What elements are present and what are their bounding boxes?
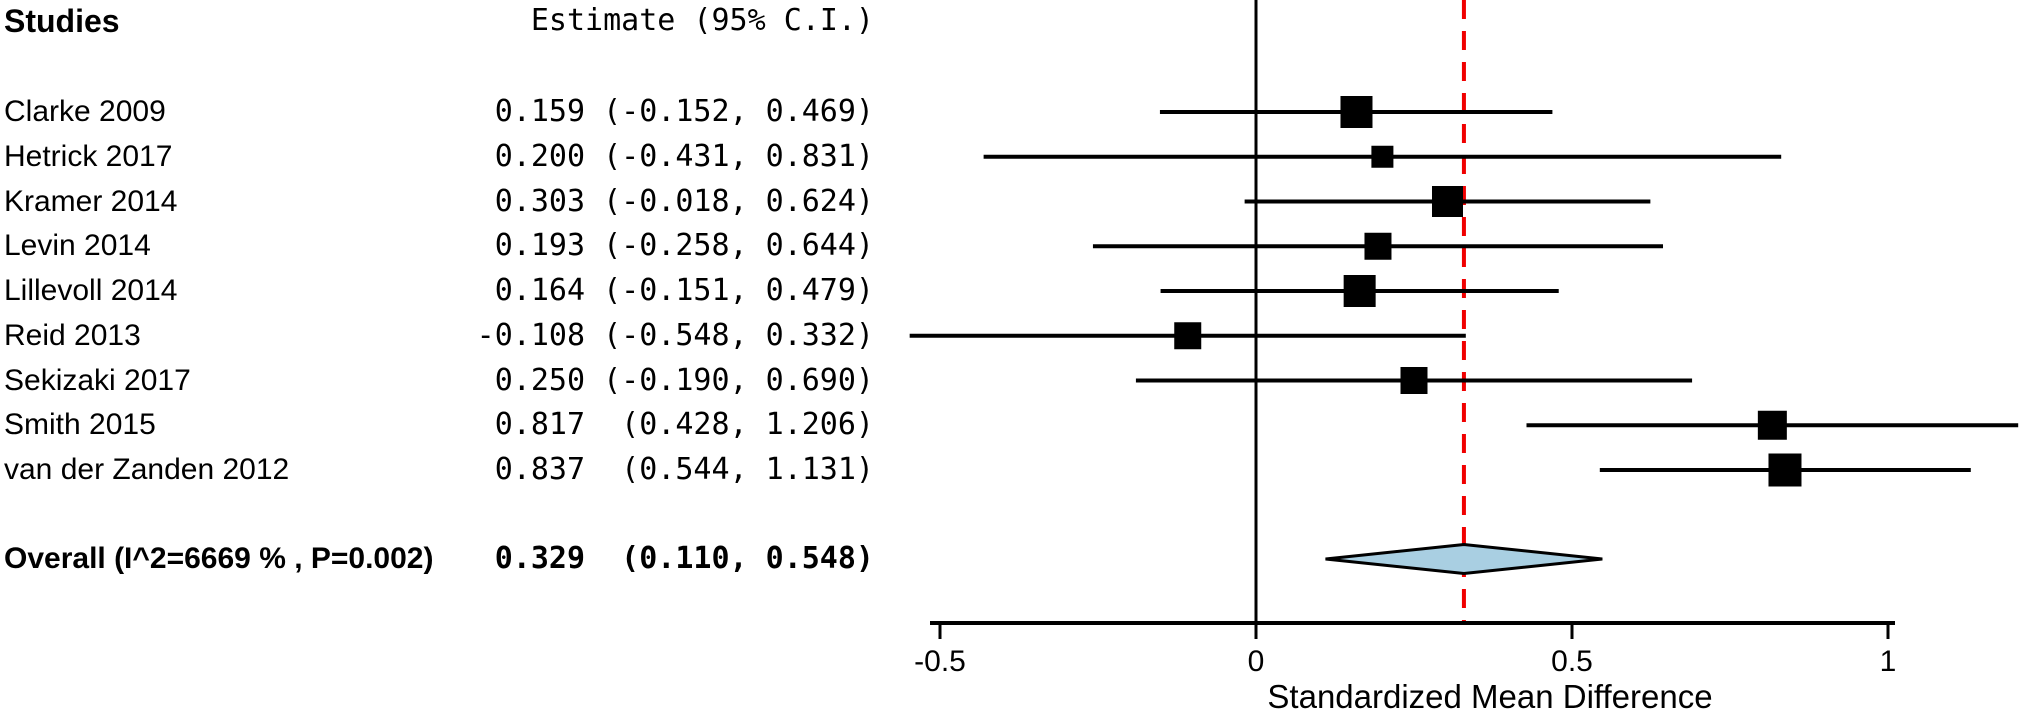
study-estimate: 0.193 (-0.258, 0.644) (494, 228, 874, 264)
study-estimate: 0.164 (-0.151, 0.479) (494, 273, 874, 308)
study-estimate: 0.303 (-0.018, 0.624) (494, 183, 874, 219)
study-estimate: -0.108 (-0.548, 0.332) (476, 317, 874, 353)
effect-square (1343, 275, 1376, 307)
x-tick-label: 1 (1880, 645, 1897, 678)
x-axis-label: Standardized Mean Difference (1267, 678, 1712, 715)
study-label: van der Zanden 2012 (4, 453, 290, 486)
study-estimate: 0.817 (0.428, 1.206) (494, 407, 874, 443)
estimate-column-header: Estimate (95% C.I.) (530, 3, 874, 38)
effect-square (1340, 96, 1373, 128)
effect-square (1431, 186, 1463, 217)
overall-diamond (1325, 542, 1603, 576)
study-estimate: 0.200 (-0.431, 0.831) (494, 138, 874, 174)
study-label: Lillevoll 2014 (4, 274, 178, 307)
effect-square (1174, 322, 1202, 350)
effect-square (1757, 410, 1787, 440)
studies-column-header: Studies (4, 3, 120, 39)
study-label: Kramer 2014 (4, 184, 178, 218)
effect-square (1364, 232, 1392, 260)
effect-square (1768, 453, 1802, 487)
study-label: Sekizaki 2017 (4, 363, 191, 397)
study-label: Smith 2015 (4, 408, 156, 442)
overall-label: Overall (I^2=6669 % , P=0.002) (4, 542, 434, 575)
study-label: Hetrick 2017 (4, 139, 173, 173)
x-tick-label: -0.5 (914, 645, 966, 678)
study-label: Reid 2013 (4, 318, 141, 352)
effect-square (1371, 145, 1394, 168)
effect-square (1400, 367, 1428, 394)
study-estimate: 0.250 (-0.190, 0.690) (494, 362, 874, 398)
x-tick-label: 0.5 (1551, 645, 1593, 678)
overall-estimate: 0.329 (0.110, 0.548) (494, 541, 874, 576)
study-label: Levin 2014 (4, 229, 151, 263)
study-estimate: 0.837 (0.544, 1.131) (494, 452, 874, 487)
x-tick-label: 0 (1248, 645, 1265, 678)
study-estimate: 0.159 (-0.152, 0.469) (494, 94, 874, 129)
study-label: Clarke 2009 (4, 95, 166, 128)
